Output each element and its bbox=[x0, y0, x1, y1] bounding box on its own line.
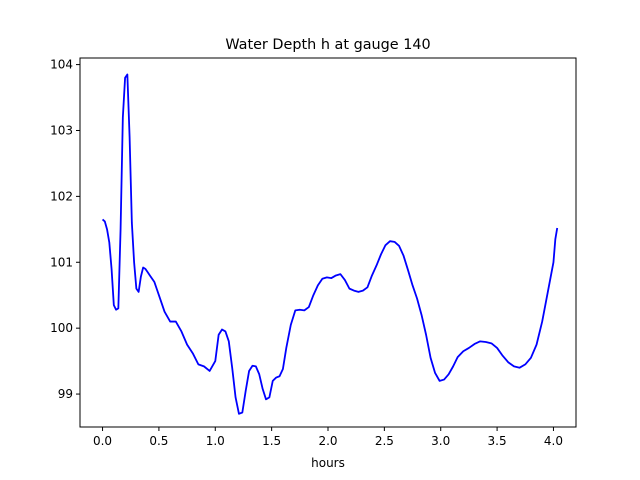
y-tick-label: 104 bbox=[50, 58, 73, 72]
y-tick-label: 103 bbox=[50, 123, 73, 137]
x-tick-label: 1.5 bbox=[262, 434, 281, 448]
y-tick-label: 102 bbox=[50, 189, 73, 203]
x-tick-label: 0.0 bbox=[93, 434, 112, 448]
x-tick-label: 3.5 bbox=[488, 434, 507, 448]
x-tick-label: 1.0 bbox=[206, 434, 225, 448]
x-tick-label: 2.0 bbox=[318, 434, 337, 448]
chart-title: Water Depth h at gauge 140 bbox=[225, 37, 430, 53]
x-axis-label: hours bbox=[311, 456, 345, 470]
plot-area: 0.0 0.5 1.0 1.5 2.0 2.5 3.0 3.5 4.0 99 100 101 102 10… bbox=[50, 57, 577, 448]
x-tick-label: 4.0 bbox=[544, 434, 563, 448]
x-tick-label: 0.5 bbox=[149, 434, 168, 448]
y-tick-label: 99 bbox=[58, 387, 73, 401]
x-tick-label: 3.0 bbox=[431, 434, 450, 448]
series-line-0 bbox=[101, 73, 559, 415]
y-tick-label: 101 bbox=[50, 255, 73, 269]
x-tick-label: 2.5 bbox=[375, 434, 394, 448]
y-tick-label: 100 bbox=[50, 321, 73, 335]
